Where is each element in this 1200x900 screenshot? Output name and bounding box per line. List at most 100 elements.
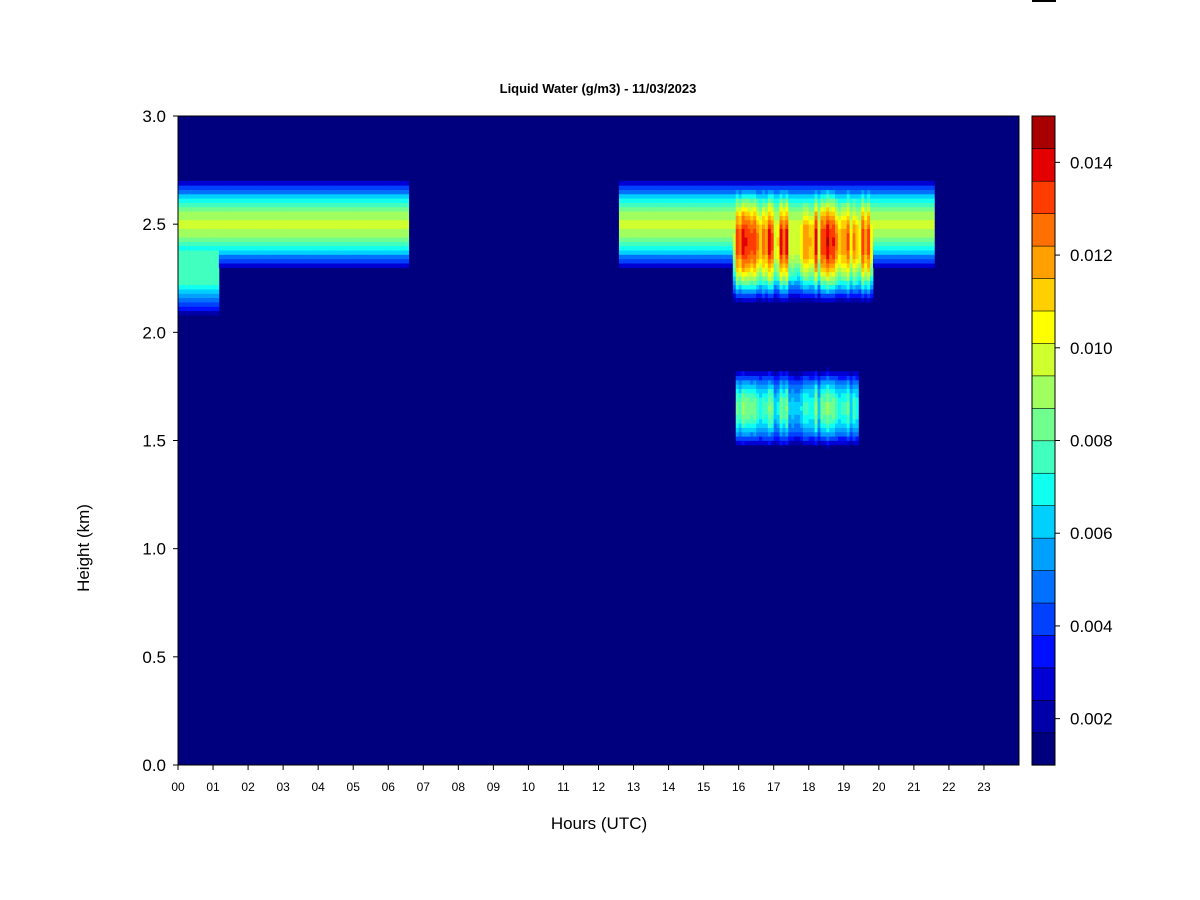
heatmap-cell: [297, 215, 302, 221]
heatmap-cell: [840, 418, 845, 424]
heatmap-cell: [875, 228, 880, 234]
heatmap-cell: [811, 219, 815, 225]
heatmap-cell: [329, 198, 334, 203]
heatmap-cell: [823, 289, 827, 294]
heatmap-cell: [621, 202, 626, 208]
heatmap-cell: [347, 193, 351, 199]
heatmap-cell: [639, 211, 643, 216]
heatmap-cell: [356, 241, 360, 247]
heatmap-cell: [180, 263, 185, 268]
heatmap-cell: [756, 384, 760, 389]
heatmap-cell: [321, 237, 325, 242]
heatmap-cell: [291, 245, 296, 251]
heatmap-cell: [192, 228, 196, 234]
heatmap-cell: [724, 228, 728, 234]
heatmap-cell: [767, 193, 772, 199]
heatmap-cell: [683, 211, 687, 216]
heatmap-cell: [814, 267, 818, 273]
heatmap-cell: [691, 180, 696, 186]
heatmap-cell: [207, 180, 211, 186]
heatmap-cell: [326, 211, 331, 216]
heatmap-cell: [843, 397, 848, 402]
heatmap-cell: [394, 254, 398, 260]
heatmap-cell: [712, 241, 716, 247]
heatmap-cell: [878, 193, 883, 199]
heatmap-cell: [651, 228, 655, 234]
heatmap-cell: [791, 267, 795, 273]
heatmap-cell: [870, 237, 874, 242]
heatmap-cell: [773, 410, 778, 415]
heatmap-cell: [659, 202, 664, 208]
heatmap-cell: [925, 250, 929, 255]
heatmap-cell: [744, 379, 748, 385]
heatmap-cell: [233, 185, 237, 190]
heatmap-cell: [294, 206, 299, 212]
heatmap-cell: [794, 245, 798, 251]
heatmap-cell: [799, 276, 804, 281]
heatmap-cell: [817, 293, 821, 299]
heatmap-cell: [262, 206, 266, 212]
heatmap-cell: [762, 423, 766, 428]
heatmap-cell: [624, 263, 629, 268]
heatmap-cell: [367, 228, 372, 234]
heatmap-cell: [908, 241, 912, 247]
heatmap-cell: [213, 284, 217, 290]
heatmap-cell: [835, 232, 839, 238]
heatmap-cell: [846, 280, 851, 286]
heatmap-cell: [265, 245, 269, 251]
heatmap-cell: [651, 250, 655, 255]
heatmap-cell: [846, 245, 851, 251]
heatmap-cell: [826, 224, 830, 229]
heatmap-cell: [922, 219, 926, 225]
heatmap-cell: [928, 250, 932, 255]
heatmap-cell: [399, 245, 404, 251]
heatmap-cell: [788, 263, 792, 268]
heatmap-cell: [300, 224, 304, 229]
heatmap-cell: [178, 189, 182, 195]
heatmap-cell: [656, 245, 661, 251]
heatmap-cell: [741, 241, 745, 247]
heatmap-cell: [870, 250, 874, 255]
heatmap-cell: [908, 245, 912, 251]
heatmap-cell: [832, 202, 836, 208]
heatmap-cell: [855, 284, 859, 290]
heatmap-cell: [262, 228, 266, 234]
heatmap-cell: [729, 193, 734, 199]
heatmap-cell: [195, 250, 199, 255]
heatmap-cell: [703, 198, 707, 203]
heatmap-cell: [767, 189, 772, 195]
heatmap-cell: [651, 263, 655, 268]
heatmap-cell: [653, 228, 658, 234]
heatmap-cell: [288, 185, 293, 190]
heatmap-cell: [207, 254, 211, 260]
heatmap-cell: [697, 219, 702, 225]
heatmap-cell: [791, 219, 795, 225]
heatmap-cell: [391, 180, 395, 186]
heatmap-cell: [741, 289, 745, 294]
heatmap-cell: [802, 280, 807, 286]
heatmap-cell: [843, 379, 848, 385]
heatmap-cell: [817, 215, 821, 221]
heatmap-cell: [353, 215, 357, 221]
heatmap-cell: [776, 427, 780, 433]
heatmap-cell: [651, 232, 655, 238]
heatmap-cell: [773, 397, 778, 402]
heatmap-cell: [925, 189, 929, 195]
heatmap-cell: [741, 211, 745, 216]
heatmap-cell: [268, 263, 272, 268]
heatmap-cell: [753, 375, 757, 381]
heatmap-cell: [835, 410, 839, 415]
heatmap-cell: [887, 185, 891, 190]
heatmap-cell: [198, 237, 202, 242]
heatmap-cell: [919, 237, 924, 242]
heatmap-cell: [207, 241, 211, 247]
heatmap-cell: [762, 198, 766, 203]
heatmap-cell: [359, 211, 363, 216]
heatmap-cell: [762, 189, 766, 195]
heatmap-cell: [872, 237, 877, 242]
heatmap-cell: [797, 436, 801, 441]
heatmap-cell: [715, 241, 719, 247]
heatmap-cell: [648, 202, 652, 208]
heatmap-cell: [665, 232, 669, 238]
heatmap-cell: [364, 219, 369, 225]
